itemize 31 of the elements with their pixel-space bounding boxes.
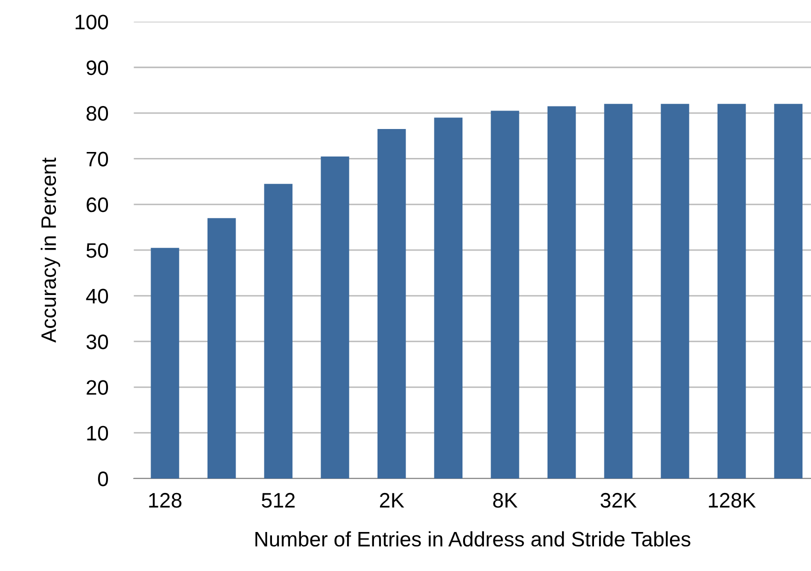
bar [434, 118, 462, 478]
bar [377, 129, 406, 478]
bar [547, 106, 576, 478]
y-tick-label: 70 [86, 152, 108, 166]
y-tick-label: 20 [86, 380, 108, 395]
x-tick-label: 128 [149, 492, 182, 508]
x-axis-title: Number of Entries in Address and Stride Tables [255, 531, 690, 547]
y-tick-label: 90 [86, 60, 108, 76]
y-tick-label: 0 [98, 472, 108, 486]
y-tick-label: 40 [86, 288, 108, 304]
y-axis-title: Accuracy in Percent [40, 158, 60, 343]
x-tick-label: 8K [493, 492, 518, 508]
bar [320, 156, 350, 478]
bar [660, 104, 690, 478]
y-tick-label: 100 [76, 14, 108, 30]
y-tick-label: 10 [87, 426, 108, 441]
bar [717, 104, 746, 478]
y-tick-label: 60 [86, 197, 108, 212]
bar [490, 110, 520, 478]
x-tick-label: 512 [262, 492, 295, 508]
bar [207, 218, 236, 478]
x-tick-label: 128K [708, 492, 756, 508]
y-tick-label: 50 [86, 243, 108, 258]
bar [150, 248, 180, 478]
y-tick-label: 30 [86, 334, 108, 350]
bar [774, 104, 802, 478]
x-tick-label: 2K [380, 492, 404, 508]
bar [604, 104, 632, 478]
y-tick-label: 80 [86, 106, 108, 121]
bar [264, 184, 292, 478]
x-tick-label: 32K [600, 492, 637, 508]
